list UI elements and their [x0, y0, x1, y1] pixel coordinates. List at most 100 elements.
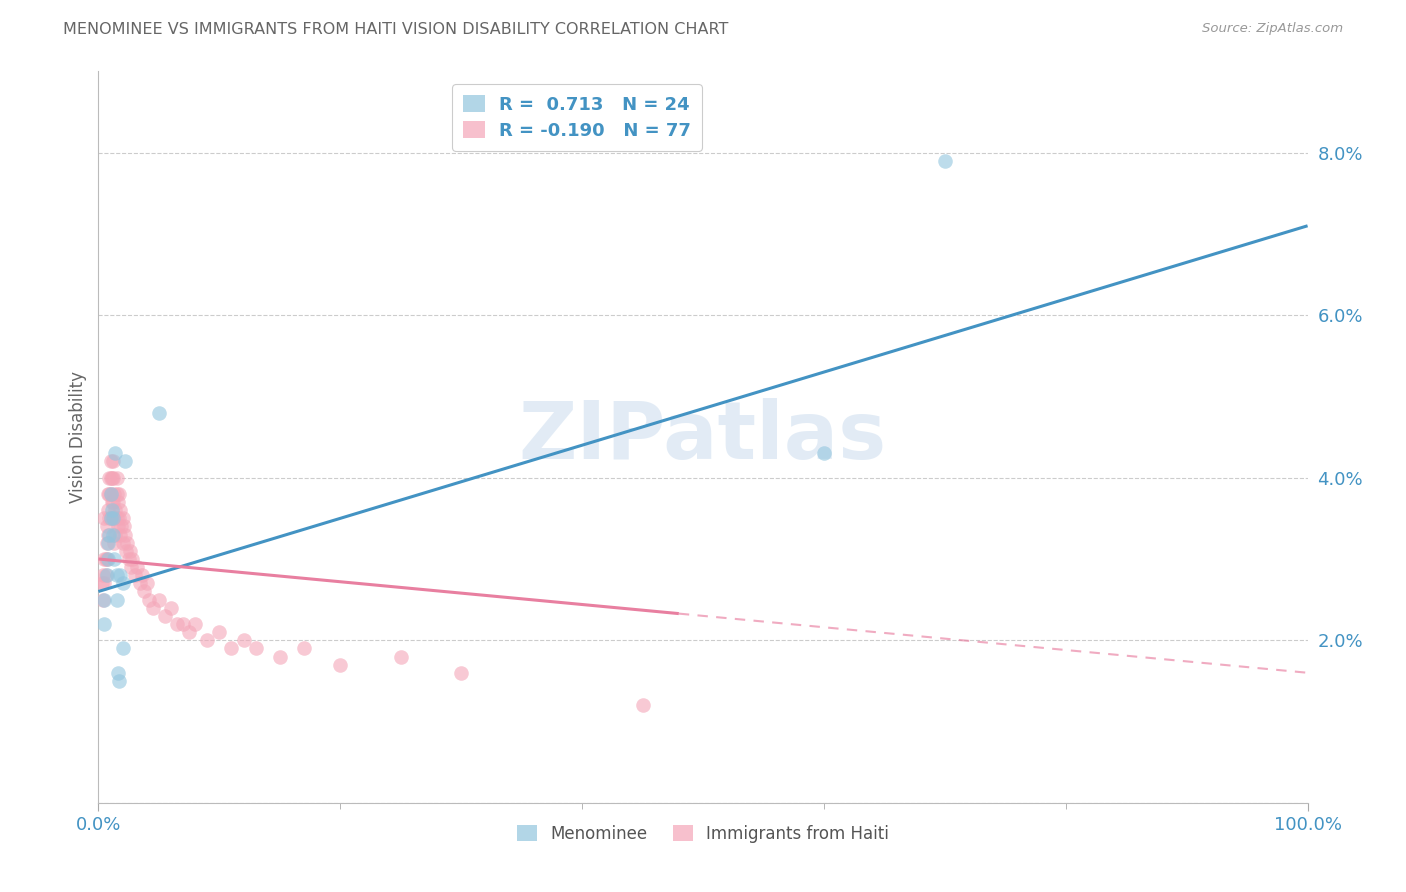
Point — [94, 552, 117, 566]
Point — [96, 535, 118, 549]
Point — [105, 471, 128, 485]
Point — [101, 527, 124, 541]
Point — [100, 511, 122, 525]
Point — [96, 568, 118, 582]
Point — [111, 535, 134, 549]
Point — [91, 576, 114, 591]
Point — [128, 576, 150, 591]
Point — [138, 592, 160, 607]
Point — [107, 665, 129, 680]
Point — [450, 665, 472, 680]
Point — [108, 487, 131, 501]
Point — [148, 592, 170, 607]
Point — [118, 552, 141, 566]
Point — [97, 487, 120, 501]
Point — [94, 568, 117, 582]
Point — [100, 511, 122, 525]
Point — [93, 511, 115, 525]
Point — [135, 576, 157, 591]
Point — [105, 487, 128, 501]
Point — [172, 617, 194, 632]
Point — [105, 568, 128, 582]
Point — [389, 649, 412, 664]
Text: ZIPatlas: ZIPatlas — [519, 398, 887, 476]
Point — [184, 617, 207, 632]
Point — [100, 471, 122, 485]
Point — [179, 625, 201, 640]
Point — [118, 544, 141, 558]
Point — [117, 535, 139, 549]
Point — [631, 698, 654, 713]
Point — [105, 592, 128, 607]
Point — [208, 625, 231, 640]
Point — [121, 552, 143, 566]
Point — [104, 503, 127, 517]
Point — [107, 495, 129, 509]
Point — [114, 454, 136, 468]
Point — [269, 649, 291, 664]
Point — [103, 487, 125, 501]
Point — [124, 568, 146, 582]
Point — [91, 568, 114, 582]
Point — [292, 641, 315, 656]
Point — [111, 576, 134, 591]
Point — [108, 673, 131, 688]
Point — [108, 568, 131, 582]
Point — [153, 608, 176, 623]
Point — [166, 617, 188, 632]
Point — [107, 519, 129, 533]
Point — [813, 446, 835, 460]
Point — [104, 527, 127, 541]
Point — [101, 495, 124, 509]
Point — [97, 503, 120, 517]
Point — [98, 471, 121, 485]
Point — [100, 454, 122, 468]
Point — [104, 446, 127, 460]
Point — [100, 495, 122, 509]
Point — [103, 552, 125, 566]
Point — [245, 641, 267, 656]
Point — [112, 519, 135, 533]
Point — [110, 519, 132, 533]
Point — [111, 641, 134, 656]
Point — [98, 487, 121, 501]
Point — [93, 617, 115, 632]
Point — [114, 527, 136, 541]
Point — [96, 552, 118, 566]
Point — [91, 592, 114, 607]
Point — [160, 600, 183, 615]
Point — [120, 560, 142, 574]
Point — [93, 592, 115, 607]
Point — [131, 568, 153, 582]
Point — [105, 511, 128, 525]
Point — [98, 527, 121, 541]
Point — [108, 527, 131, 541]
Point — [103, 511, 125, 525]
Point — [100, 487, 122, 501]
Point — [221, 641, 243, 656]
Point — [93, 552, 115, 566]
Point — [100, 503, 122, 517]
Y-axis label: Vision Disability: Vision Disability — [69, 371, 87, 503]
Point — [101, 454, 124, 468]
Point — [142, 600, 165, 615]
Point — [934, 153, 956, 168]
Text: Source: ZipAtlas.com: Source: ZipAtlas.com — [1202, 22, 1343, 36]
Point — [111, 511, 134, 525]
Point — [329, 657, 352, 672]
Point — [98, 511, 121, 525]
Point — [108, 511, 131, 525]
Point — [195, 633, 218, 648]
Legend: Menominee, Immigrants from Haiti: Menominee, Immigrants from Haiti — [510, 818, 896, 849]
Point — [97, 552, 120, 566]
Point — [93, 576, 115, 591]
Point — [100, 487, 122, 501]
Point — [96, 519, 118, 533]
Point — [101, 471, 124, 485]
Point — [148, 406, 170, 420]
Point — [100, 471, 122, 485]
Point — [127, 560, 149, 574]
Point — [134, 584, 156, 599]
Text: MENOMINEE VS IMMIGRANTS FROM HAITI VISION DISABILITY CORRELATION CHART: MENOMINEE VS IMMIGRANTS FROM HAITI VISIO… — [63, 22, 728, 37]
Point — [232, 633, 254, 648]
